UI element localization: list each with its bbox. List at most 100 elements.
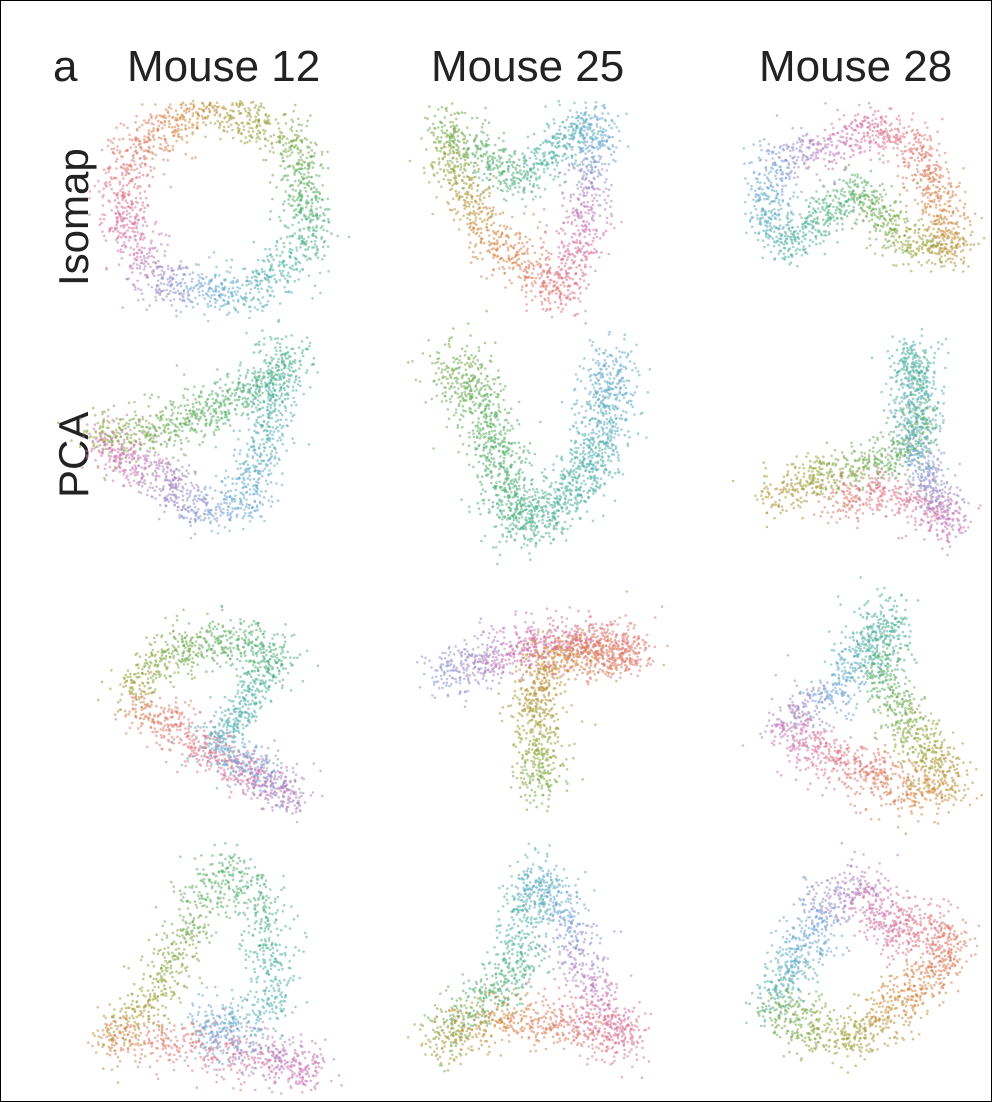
- scatter-point: [466, 148, 469, 151]
- scatter-point: [932, 228, 935, 231]
- scatter-point: [482, 132, 485, 135]
- scatter-point: [128, 239, 131, 242]
- scatter-point: [753, 171, 756, 174]
- scatter-point: [828, 160, 831, 163]
- scatter-point: [254, 269, 257, 272]
- scatter-point: [234, 290, 237, 293]
- scatter-point: [858, 152, 861, 155]
- scatter-point: [581, 215, 584, 218]
- scatter-point: [243, 129, 246, 132]
- scatter-point: [591, 194, 594, 197]
- scatter-point: [757, 232, 760, 235]
- scatter-point: [953, 262, 956, 265]
- scatter-point: [612, 159, 615, 162]
- scatter-point: [525, 276, 528, 279]
- scatter-point: [536, 184, 539, 187]
- scatter-point: [585, 259, 588, 262]
- scatter-point: [573, 254, 576, 257]
- scatter-point: [854, 144, 857, 147]
- scatter-point: [305, 190, 308, 193]
- scatter-point: [223, 287, 226, 290]
- scatter-point: [281, 138, 284, 141]
- scatter-point: [148, 304, 151, 307]
- scatter-point: [320, 227, 323, 230]
- scatter-point: [216, 102, 219, 105]
- scatter-point: [255, 276, 258, 279]
- scatter-point: [547, 300, 550, 303]
- scatter-point: [249, 305, 252, 308]
- scatter-point: [931, 147, 934, 150]
- scatter-point: [577, 250, 580, 253]
- scatter-point: [196, 127, 199, 130]
- scatter-point: [161, 127, 164, 130]
- scatter-point: [167, 144, 170, 147]
- scatter-point: [949, 232, 952, 235]
- scatter-point: [467, 193, 470, 196]
- scatter-point: [223, 278, 226, 281]
- scatter-point: [299, 139, 302, 142]
- scatter-point: [259, 280, 262, 283]
- scatter-point: [949, 182, 952, 185]
- scatter-point: [932, 215, 935, 218]
- scatter-point: [763, 138, 766, 141]
- scatter-point: [462, 215, 465, 218]
- scatter-point: [175, 110, 178, 113]
- scatter-point: [143, 268, 146, 271]
- scatter-point: [895, 232, 898, 235]
- scatter-point: [492, 159, 495, 162]
- scatter-point: [577, 215, 580, 218]
- scatter-point: [534, 252, 537, 255]
- scatter-point: [585, 225, 588, 228]
- scatter-point: [167, 159, 170, 162]
- scatter-point: [585, 148, 588, 151]
- scatter-point: [838, 151, 841, 154]
- scatter-point: [560, 310, 563, 313]
- scatter-point: [531, 282, 534, 285]
- scatter-point: [917, 232, 920, 235]
- scatter-point: [113, 177, 116, 180]
- scatter-point: [851, 133, 854, 136]
- scatter-point: [796, 226, 799, 229]
- scatter-point: [561, 121, 564, 124]
- scatter-point: [569, 293, 572, 296]
- scatter-point: [266, 304, 269, 307]
- scatter-point: [322, 246, 325, 249]
- scatter-point: [462, 138, 465, 141]
- scatter-point: [868, 220, 871, 223]
- scatter-point: [866, 117, 869, 120]
- scatter-point: [140, 166, 143, 169]
- scatter-point: [768, 143, 771, 146]
- scatter-point: [314, 240, 317, 243]
- scatter-point: [286, 155, 289, 158]
- scatter-point: [627, 145, 630, 148]
- scatter-point: [785, 232, 788, 235]
- scatter-point: [498, 155, 501, 158]
- scatter-point: [230, 118, 233, 121]
- scatter-point: [138, 265, 141, 268]
- scatter-point: [815, 235, 818, 238]
- scatter-point: [138, 176, 141, 179]
- scatter-point: [583, 236, 586, 239]
- scatter-point: [499, 183, 502, 186]
- scatter-point: [487, 168, 490, 171]
- scatter-point: [590, 181, 593, 184]
- scatter-point: [238, 103, 241, 106]
- scatter-point: [299, 199, 302, 202]
- scatter-point: [784, 235, 787, 238]
- scatter-point: [805, 134, 808, 137]
- scatter-point: [592, 139, 595, 142]
- scatter-point: [273, 295, 276, 298]
- scatter-point: [802, 223, 805, 226]
- scatter-point: [869, 146, 872, 149]
- scatter-point: [257, 288, 260, 291]
- scatter-point: [183, 289, 186, 292]
- scatter-point: [526, 241, 529, 244]
- scatter-point: [546, 161, 549, 164]
- scatter-point: [771, 227, 774, 230]
- scatter-point: [134, 221, 137, 224]
- scatter-point: [105, 172, 108, 175]
- scatter-point: [114, 212, 117, 215]
- scatter-point: [931, 200, 934, 203]
- scatter-point: [824, 253, 827, 256]
- scatter-point: [827, 143, 830, 146]
